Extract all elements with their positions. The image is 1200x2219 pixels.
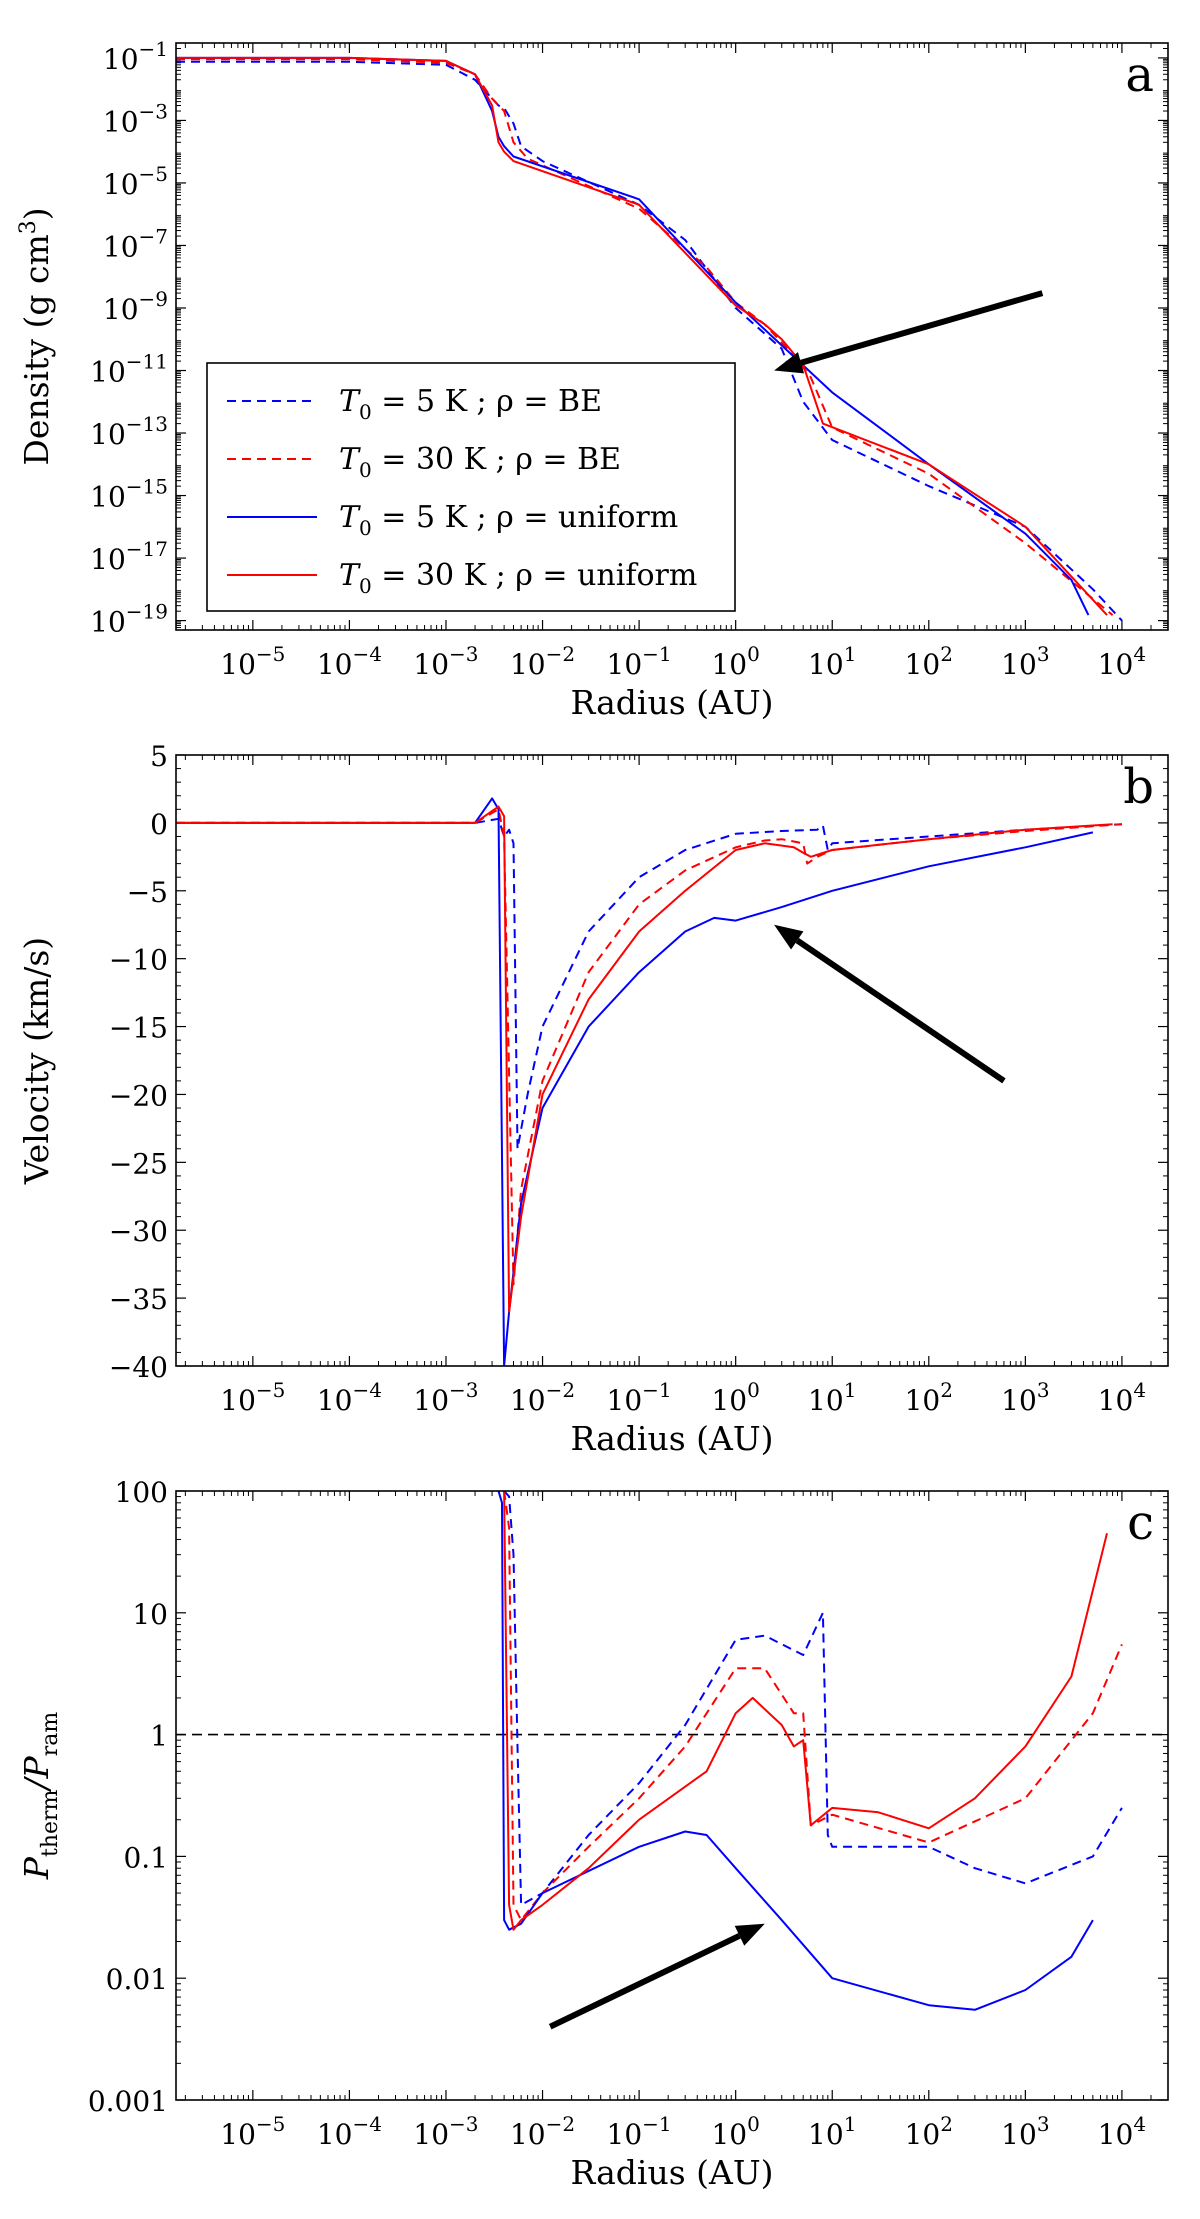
x-tick-label: 100 xyxy=(711,1378,759,1417)
y-tick-label: 10−1 xyxy=(103,37,168,76)
x-tick-label: 10−4 xyxy=(317,1378,382,1417)
y-tick-label: 10−11 xyxy=(90,350,168,389)
x-tick-label: 10−5 xyxy=(220,642,285,681)
x-tick-label: 101 xyxy=(808,1378,856,1417)
axes-frame xyxy=(175,1490,1169,2101)
x-tick-label: 104 xyxy=(1098,642,1146,681)
y-tick-label: 1 xyxy=(150,1720,168,1753)
x-tick-label: 10−5 xyxy=(220,2112,285,2151)
series-line xyxy=(503,1491,1123,1906)
panel-letter: b xyxy=(1123,759,1154,815)
x-tick-label: 10−3 xyxy=(413,1378,478,1417)
annotation-arrow-shaft xyxy=(800,290,1044,366)
y-tick-label: 10−19 xyxy=(90,600,168,639)
y-tick-label: 100 xyxy=(115,1476,168,1509)
x-tick-label: 10−1 xyxy=(607,642,672,681)
y-tick-label: 10 xyxy=(132,1598,168,1631)
series-line xyxy=(176,56,1108,616)
series-line xyxy=(503,1491,1123,1922)
y-tick-label: −15 xyxy=(109,1012,168,1045)
velocity-panel: 10−5 10−4 10−3 10−2 10−1 100 101 102 103 104 5 0 −5 −… xyxy=(17,740,1169,1458)
x-tick-label: 10−3 xyxy=(413,642,478,681)
x-axis-label: Radius (AU) xyxy=(570,1419,773,1458)
pressure-ratio-panel: 10−5 10−4 10−3 10−2 10−1 100 101 102 103 10410010… xyxy=(17,1476,1169,2192)
x-tick-label: 10−4 xyxy=(317,642,382,681)
x-tick-label: 104 xyxy=(1098,1378,1146,1417)
x-tick-label: 101 xyxy=(808,642,856,681)
y-tick-label: 10−9 xyxy=(103,287,168,326)
series-group xyxy=(176,56,1123,622)
series-line xyxy=(176,805,1113,1313)
y-axis-label: Velocity (km/s) xyxy=(17,937,56,1185)
legend-box xyxy=(206,362,736,612)
x-tick-label: 103 xyxy=(1001,642,1049,681)
axes-frame xyxy=(175,42,1169,631)
y-tick-label: 0 xyxy=(150,808,168,841)
axes-frame xyxy=(175,754,1169,1367)
annotation-arrow-head xyxy=(774,924,804,950)
y-tick-label: 5 xyxy=(150,740,168,773)
y-tick-label: −35 xyxy=(109,1283,168,1316)
y-tick-label: −30 xyxy=(109,1215,168,1248)
x-tick-label: 10−4 xyxy=(317,2112,382,2151)
x-tick-label: 102 xyxy=(905,2112,953,2151)
legend-label: T0 = 30 K ; ρ = BE xyxy=(339,442,621,482)
y-tick-label: 10−7 xyxy=(103,224,168,263)
x-tick-label: 10−3 xyxy=(413,2112,478,2151)
y-axis-label: Ptherm/Pram xyxy=(17,1712,63,1881)
series-line xyxy=(176,808,1122,1286)
density-panel: 10−5 10−4 10−3 10−2 10−1 100 101 102 103 10410−11… xyxy=(16,37,1169,722)
y-axis-label: Density (g cm3) xyxy=(16,207,56,465)
x-tick-label: 103 xyxy=(1001,1378,1049,1417)
x-tick-label: 10−1 xyxy=(607,2112,672,2151)
legend-label: T0 = 5 K ; ρ = BE xyxy=(339,384,602,424)
annotation-arrow-shaft xyxy=(548,1933,741,2030)
y-tick-label: 0.1 xyxy=(123,1841,168,1874)
y-tick-label: −25 xyxy=(109,1147,168,1180)
x-tick-label: 104 xyxy=(1098,2112,1146,2151)
y-tick-label: −20 xyxy=(109,1079,168,1112)
x-tick-label: 102 xyxy=(905,1378,953,1417)
y-tick-label: −40 xyxy=(109,1351,168,1384)
y-tick-label: 10−15 xyxy=(90,475,168,514)
panel-letter: c xyxy=(1127,1495,1154,1551)
x-tick-label: 10−2 xyxy=(510,1378,575,1417)
legend-label: T0 = 5 K ; ρ = uniform xyxy=(339,500,678,540)
y-tick-label: 10−13 xyxy=(90,412,168,451)
y-tick-label: −10 xyxy=(109,944,168,977)
y-tick-label: 10−3 xyxy=(103,99,168,138)
y-tick-label: −5 xyxy=(127,876,168,909)
y-tick-label: 0.001 xyxy=(88,2085,168,2118)
y-tick-label: 0.01 xyxy=(106,1963,168,1996)
x-tick-label: 102 xyxy=(905,642,953,681)
x-tick-label: 10−1 xyxy=(607,1378,672,1417)
annotation-arrow-head xyxy=(774,352,805,374)
series-line xyxy=(176,817,1122,1150)
series-line xyxy=(503,1491,1108,1931)
x-axis-label: Radius (AU) xyxy=(570,683,773,722)
annotation-arrow-shaft xyxy=(795,937,1006,1084)
x-tick-label: 10−5 xyxy=(220,1378,285,1417)
panel-letter: a xyxy=(1125,47,1154,103)
annotation-arrow-head xyxy=(734,1923,765,1946)
x-tick-label: 103 xyxy=(1001,2112,1049,2151)
legend-label: T0 = 30 K ; ρ = uniform xyxy=(339,558,697,598)
series-group xyxy=(497,1491,1123,2011)
x-tick-label: 100 xyxy=(711,642,759,681)
series-line xyxy=(497,1491,1094,2011)
x-axis-label: Radius (AU) xyxy=(570,2153,773,2192)
y-tick-label: 10−17 xyxy=(90,537,168,576)
x-tick-label: 101 xyxy=(808,2112,856,2151)
x-tick-label: 100 xyxy=(711,2112,759,2151)
series-group xyxy=(176,797,1122,1366)
y-tick-label: 10−5 xyxy=(103,162,168,201)
x-tick-label: 10−2 xyxy=(510,2112,575,2151)
legend: T0 = 5 K ; ρ = BE T0 = 30 K ; ρ = BE T0 = … xyxy=(206,362,736,612)
x-tick-label: 10−2 xyxy=(510,642,575,681)
